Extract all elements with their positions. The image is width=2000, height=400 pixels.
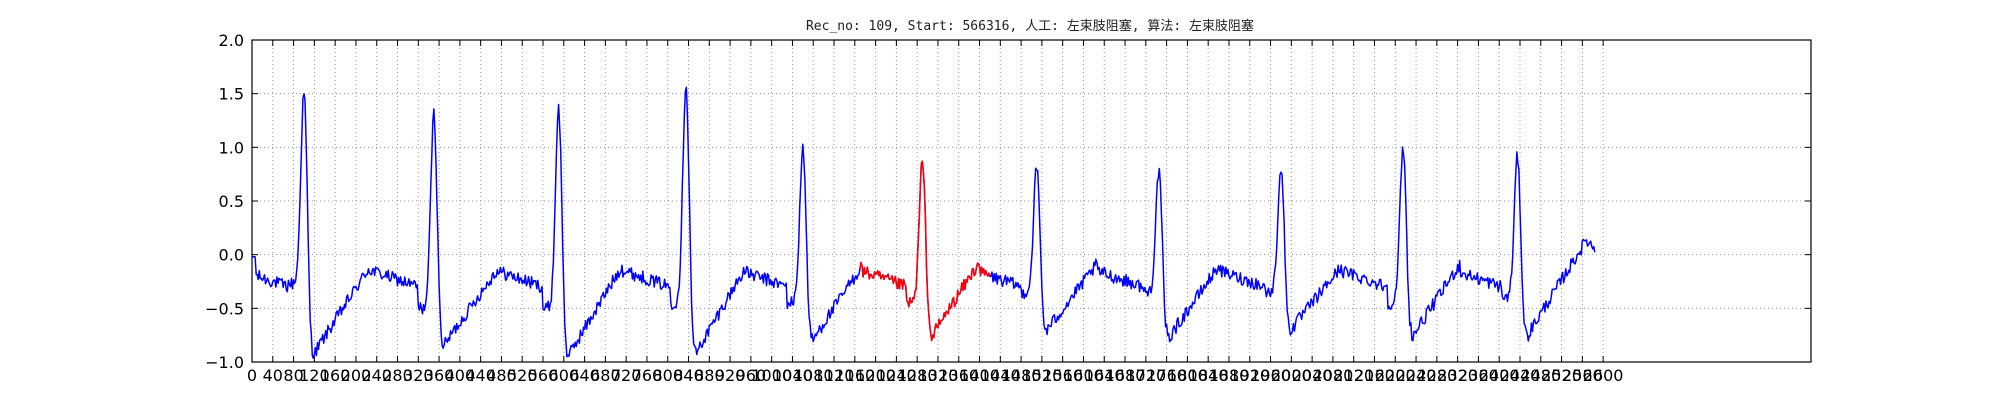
x-tick-label: 2320 [1437,366,1478,385]
x-tick-label: 440 [465,366,496,385]
x-tick-label: 600 [549,366,580,385]
x-tick-label: 1440 [980,366,1021,385]
y-tick-label: −0.5 [205,299,244,318]
x-tick-label: 1080 [793,366,834,385]
x-tick-label: 400 [445,366,476,385]
x-tick-label: 0 [247,366,257,385]
x-tick-label: 280 [382,366,413,385]
x-tick-label: 320 [403,366,434,385]
x-tick-label: 760 [632,366,663,385]
x-tick-label: 1520 [1022,366,1063,385]
x-tick-label: 200 [341,366,372,385]
x-tick-label: 2080 [1313,366,1354,385]
x-tick-label: 1360 [938,366,979,385]
x-tick-label: 1240 [876,366,917,385]
x-tick-label: 2280 [1416,366,1457,385]
y-tick-label: −1.0 [205,353,244,372]
x-tick-label: 80 [283,366,303,385]
x-tick-label: 640 [569,366,600,385]
x-tick-label: 2000 [1271,366,1312,385]
x-tick-label: 2360 [1458,366,1499,385]
x-tick-label: 2560 [1562,366,1603,385]
x-tick-label: 2040 [1292,366,1333,385]
x-tick-label: 40 [263,366,283,385]
y-axis: −1.0 −0.5 0.0 0.5 1.0 1.5 2.0 [205,31,1811,372]
x-tick-label: 1680 [1105,366,1146,385]
y-tick-label: 1.0 [219,138,244,157]
x-tick-label: 2600 [1583,366,1624,385]
y-tick-label: 0.5 [219,192,244,211]
x-tick-label: 2400 [1479,366,1520,385]
x-tick-label: 1320 [918,366,959,385]
x-tick-label: 2200 [1375,366,1416,385]
y-tick-label: 1.5 [219,85,244,104]
x-tick-label: 2160 [1354,366,1395,385]
x-tick-label: 840 [673,366,704,385]
x-tick-label: 1400 [959,366,1000,385]
x-tick-label: 520 [507,366,538,385]
x-tick-label: 1480 [1001,366,1042,385]
x-tick-label: 1880 [1209,366,1250,385]
x-tick-label: 960 [736,366,767,385]
x-tick-label: 160 [320,366,351,385]
y-tick-label: 0.0 [219,246,244,265]
x-tick-label: 1760 [1146,366,1187,385]
x-tick-label: 2120 [1333,366,1374,385]
x-tick-label: 1800 [1167,366,1208,385]
x-tick-label: 1560 [1042,366,1083,385]
x-axis: 0 40 8012016020024028032036040044048052056… [247,40,1624,385]
x-tick-label: 120 [299,366,330,385]
x-tick-label: 1720 [1125,366,1166,385]
x-tick-label: 360 [424,366,455,385]
x-tick-label: 720 [611,366,642,385]
x-tick-label: 1160 [834,366,875,385]
x-tick-label: 1960 [1250,366,1291,385]
x-tick-label: 2480 [1520,366,1561,385]
x-tick-label: 1600 [1063,366,1104,385]
x-tick-label: 480 [486,366,517,385]
x-tick-label: 2520 [1541,366,1582,385]
x-tick-label: 2240 [1396,366,1437,385]
series-group [252,86,1596,360]
chart-title: Rec_no: 109, Start: 566316, 人工: 左束肢阻塞, 算… [806,18,1254,34]
x-tick-label: 560 [528,366,559,385]
x-tick-label: 1200 [855,366,896,385]
grid-lines [252,40,1811,362]
x-tick-label: 1840 [1188,366,1229,385]
x-tick-label: 240 [361,366,392,385]
x-tick-label: 2440 [1500,366,1541,385]
x-tick-label: 1120 [814,366,855,385]
series-line-red [859,160,991,342]
x-tick-label: 1920 [1229,366,1270,385]
y-tick-label: 2.0 [219,31,244,50]
x-tick-label: 1280 [897,366,938,385]
x-tick-label: 920 [715,366,746,385]
x-tick-label: 680 [590,366,621,385]
plot-frame [251,39,1812,363]
x-tick-label: 1040 [772,366,813,385]
series-line-blue [252,86,1596,360]
x-tick-label: 800 [652,366,683,385]
x-tick-label: 880 [694,366,725,385]
x-tick-label: 1000 [751,366,792,385]
x-tick-label: 1640 [1084,366,1125,385]
